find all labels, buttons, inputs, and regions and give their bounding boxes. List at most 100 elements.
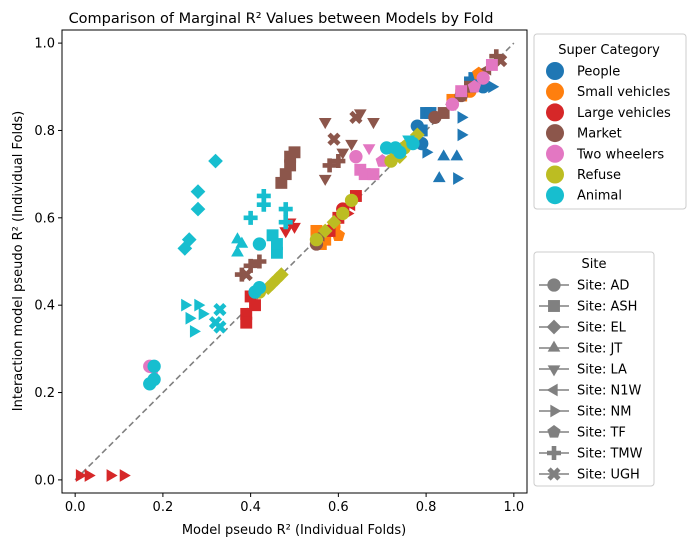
y-tick-label: 0.2	[34, 386, 55, 401]
legend-category-label: Refuse	[577, 168, 621, 183]
legend-site-label: Site: ASH	[577, 300, 637, 315]
data-point	[84, 469, 96, 482]
legend-site: Site Site: AD Site: ASH Site: EL Site: JT Si…	[533, 251, 655, 487]
data-point	[288, 146, 301, 159]
legend-super-category: Super Category People Small vehicles Large…	[533, 33, 687, 210]
legend-category-label: Small vehicles	[577, 85, 671, 100]
legend-site-marker	[548, 300, 560, 312]
data-point	[476, 71, 490, 85]
legend-site-label: Site: NM	[577, 405, 631, 420]
data-point	[181, 298, 193, 312]
data-point	[317, 223, 333, 239]
data-point	[279, 227, 293, 239]
data-point	[189, 325, 201, 338]
legend-category-label: Two wheelers	[576, 147, 664, 162]
x-tick-label: 0.4	[240, 500, 261, 515]
data-point	[271, 246, 283, 259]
x-tick-label: 0.6	[328, 500, 349, 515]
data-point	[467, 79, 482, 93]
data-point	[457, 128, 469, 142]
data-point	[349, 150, 363, 164]
y-axis-label: Interaction model pseudo R² (Individual …	[11, 111, 26, 411]
data-point	[445, 97, 460, 111]
legend-color-swatch	[546, 144, 564, 163]
data-point	[278, 202, 293, 217]
legend-site-label: Site: UGH	[577, 468, 640, 483]
data-point	[194, 298, 206, 312]
data-point	[271, 238, 283, 250]
x-tick-label: 0.2	[153, 500, 174, 515]
data-point	[190, 184, 206, 199]
data-point	[231, 245, 244, 257]
data-point	[326, 214, 342, 230]
y-tick-label: 0.0	[34, 473, 55, 488]
data-point	[450, 149, 464, 161]
data-point	[266, 229, 279, 242]
data-point	[147, 372, 161, 387]
data-point	[309, 233, 324, 247]
data-point	[331, 154, 346, 169]
legend-category-label: Large vehicles	[577, 106, 671, 121]
data-point	[252, 281, 267, 295]
legend-site-marker	[546, 319, 562, 335]
data-point	[336, 206, 350, 221]
data-point	[275, 176, 288, 189]
data-point	[367, 118, 380, 130]
legend-color-swatch	[546, 62, 564, 80]
legend-category-label: Market	[577, 127, 622, 142]
legend-site-marker	[547, 340, 561, 352]
data-point	[252, 237, 267, 251]
legend-color-swatch	[546, 82, 564, 101]
legend-site-label: Site: N1W	[577, 384, 641, 399]
data-point	[256, 197, 271, 212]
data-point	[353, 109, 367, 121]
data-point	[437, 107, 450, 119]
data-point	[279, 168, 292, 181]
data-point	[393, 145, 407, 159]
legend-site-marker	[547, 467, 561, 481]
legend-site-marker	[546, 383, 558, 397]
legend-site-marker	[547, 446, 561, 460]
data-point	[185, 311, 197, 325]
data-point	[288, 222, 301, 234]
legend-site-marker	[550, 404, 562, 418]
legend-super-category-title: Super Category	[558, 43, 660, 58]
x-tick-label: 1.0	[503, 500, 524, 515]
data-point	[488, 80, 500, 94]
data-point	[234, 267, 249, 282]
data-point	[437, 149, 451, 161]
legend-color-swatch	[546, 186, 564, 205]
legend-site-label: Site: AD	[577, 279, 629, 294]
x-axis: 0.0 0.2 0.4 0.6 0.8 1.0	[65, 493, 524, 515]
plot-frame	[61, 29, 528, 494]
data-point	[269, 271, 285, 287]
x-axis-label: Model pseudo R² (Individual Folds)	[182, 523, 406, 538]
x-tick-label: 0.8	[416, 500, 437, 515]
data-point	[284, 159, 297, 172]
data-point	[345, 139, 358, 151]
data-points-layer	[75, 49, 508, 482]
legend-super-category-frame	[533, 33, 687, 210]
legend-color-swatch	[546, 103, 564, 122]
data-point	[422, 145, 434, 159]
data-point	[190, 201, 206, 217]
legend-category-label: Animal	[577, 189, 622, 204]
data-point	[240, 316, 253, 329]
data-point	[344, 193, 359, 207]
data-point	[362, 144, 376, 156]
data-point	[310, 224, 323, 237]
data-point	[213, 320, 227, 334]
legend-site-label: Site: EL	[577, 321, 627, 336]
legend-color-swatch	[546, 124, 564, 143]
data-point	[432, 171, 446, 183]
legend-site-title: Site	[582, 257, 607, 272]
data-point	[106, 469, 118, 482]
legend-color-swatch	[546, 165, 564, 184]
data-point	[367, 168, 380, 181]
data-point	[415, 124, 428, 137]
data-point	[239, 268, 253, 282]
data-point	[243, 258, 258, 273]
data-point	[75, 469, 87, 482]
y-axis: 0.0 0.2 0.4 0.6 0.8 1.0	[34, 37, 62, 488]
